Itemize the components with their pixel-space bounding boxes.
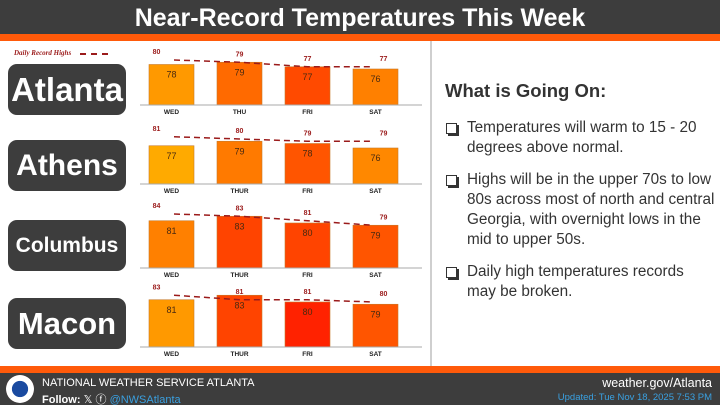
bar-value-label: 77 bbox=[166, 151, 176, 161]
temperature-bar bbox=[284, 66, 331, 106]
record-high-label: 77 bbox=[380, 56, 388, 63]
temperature-bar bbox=[148, 145, 195, 185]
record-high-label: 79 bbox=[236, 51, 244, 58]
day-label: WED bbox=[164, 109, 179, 116]
day-label: WED bbox=[164, 188, 179, 195]
record-high-line bbox=[173, 59, 373, 68]
page-title: Near-Record Temperatures This Week bbox=[0, 0, 720, 34]
bar-value-label: 77 bbox=[302, 72, 312, 82]
info-bullet: Highs will be in the upper 70s to low 80… bbox=[445, 170, 715, 250]
temperature-bar bbox=[216, 294, 263, 348]
day-label: SAT bbox=[369, 272, 382, 279]
info-heading: What is Going On: bbox=[445, 80, 607, 101]
record-high-label: 81 bbox=[153, 126, 161, 133]
day-label: THU bbox=[233, 109, 247, 116]
temperature-bar bbox=[216, 140, 263, 185]
bar-value-label: 81 bbox=[166, 226, 176, 236]
info-bullet: Daily high temperatures records may be b… bbox=[445, 262, 715, 302]
bar-value-label: 83 bbox=[234, 221, 244, 231]
record-high-label: 79 bbox=[380, 214, 388, 221]
day-label: SAT bbox=[369, 109, 382, 116]
bar-value-label: 79 bbox=[234, 67, 244, 77]
info-bullet: Temperatures will warm to 15 - 20 degree… bbox=[445, 118, 715, 158]
record-high-line bbox=[173, 213, 374, 226]
day-label: FRI bbox=[302, 188, 313, 195]
x-logo-icon[interactable]: 𝕏 bbox=[83, 394, 93, 406]
record-high-label: 81 bbox=[304, 289, 312, 296]
temperature-bar bbox=[284, 143, 331, 185]
day-label: FRI bbox=[302, 351, 313, 358]
bar-value-label: 79 bbox=[370, 230, 380, 240]
city-label-atlanta: Atlanta bbox=[8, 64, 126, 115]
temperature-bar bbox=[284, 301, 331, 348]
day-label: THUR bbox=[230, 272, 248, 279]
record-high-label: 80 bbox=[153, 49, 161, 56]
record-high-label: 81 bbox=[304, 210, 312, 217]
bar-value-label: 76 bbox=[370, 153, 380, 163]
legend-dash-line bbox=[80, 53, 108, 55]
bar-value-label: 76 bbox=[370, 74, 380, 84]
temperature-bar bbox=[352, 147, 399, 185]
day-label: SAT bbox=[369, 188, 382, 195]
day-label: THUR bbox=[230, 351, 248, 358]
record-high-label: 83 bbox=[153, 284, 161, 291]
day-label: FRI bbox=[302, 109, 313, 116]
city-label-columbus: Columbus bbox=[8, 220, 126, 271]
temperature-bar bbox=[284, 222, 331, 269]
day-label: SAT bbox=[369, 351, 382, 358]
legend-label: Daily Record Highs bbox=[14, 49, 72, 57]
bar-value-label: 80 bbox=[302, 228, 312, 238]
record-high-label: 77 bbox=[304, 56, 312, 63]
day-label: WED bbox=[164, 272, 179, 279]
temperature-bar bbox=[148, 299, 195, 348]
bar-value-label: 81 bbox=[166, 305, 176, 315]
temperature-charts: 78 WED 80 79 THU 79 77 FRI 77 76 SAT 77 77 WED 81 79 THU… bbox=[140, 49, 422, 358]
day-label: WED bbox=[164, 351, 179, 358]
record-high-label: 84 bbox=[153, 203, 161, 210]
record-high-label: 79 bbox=[380, 130, 388, 137]
temperature-bar bbox=[148, 220, 195, 269]
checkbox-bullet-icon bbox=[446, 123, 457, 134]
record-high-label: 83 bbox=[236, 205, 244, 212]
social-handle-link[interactable]: @NWSAtlanta bbox=[109, 394, 181, 406]
city-label-athens: Athens bbox=[8, 140, 126, 191]
org-name: NATIONAL WEATHER SERVICE ATLANTA bbox=[42, 377, 255, 389]
checkbox-bullet-icon bbox=[446, 175, 457, 186]
bar-value-label: 78 bbox=[302, 149, 312, 159]
city-label-macon: Macon bbox=[8, 298, 126, 349]
record-high-line bbox=[173, 294, 374, 303]
follow-line: Follow: 𝕏 ⓕ @NWSAtlanta bbox=[42, 394, 181, 406]
website-link[interactable]: weather.gov/Atlanta bbox=[602, 376, 712, 390]
accent-bar bbox=[0, 366, 720, 373]
info-panel: What is Going On: Temperatures will warm… bbox=[445, 80, 715, 314]
bar-value-label: 79 bbox=[234, 146, 244, 156]
updated-timestamp: Updated: Tue Nov 18, 2025 7:53 PM bbox=[557, 392, 712, 403]
record-high-label: 80 bbox=[380, 291, 388, 298]
accent-bar bbox=[0, 34, 720, 41]
record-high-label: 80 bbox=[236, 128, 244, 135]
day-label: THUR bbox=[230, 188, 248, 195]
bar-value-label: 83 bbox=[234, 300, 244, 310]
day-label: FRI bbox=[302, 272, 313, 279]
bar-value-label: 79 bbox=[370, 309, 380, 319]
facebook-icon[interactable]: ⓕ bbox=[95, 394, 107, 406]
record-high-label: 79 bbox=[304, 130, 312, 137]
bar-value-label: 78 bbox=[166, 70, 176, 80]
panel-divider bbox=[430, 41, 432, 366]
nws-logo-icon bbox=[6, 375, 34, 403]
record-high-label: 81 bbox=[236, 289, 244, 296]
temperature-bar bbox=[148, 64, 195, 106]
temperature-bar bbox=[352, 303, 399, 348]
bar-value-label: 80 bbox=[302, 307, 312, 317]
record-high-line bbox=[173, 136, 373, 142]
checkbox-bullet-icon bbox=[446, 267, 457, 278]
footer: NATIONAL WEATHER SERVICE ATLANTA Follow:… bbox=[0, 373, 720, 406]
